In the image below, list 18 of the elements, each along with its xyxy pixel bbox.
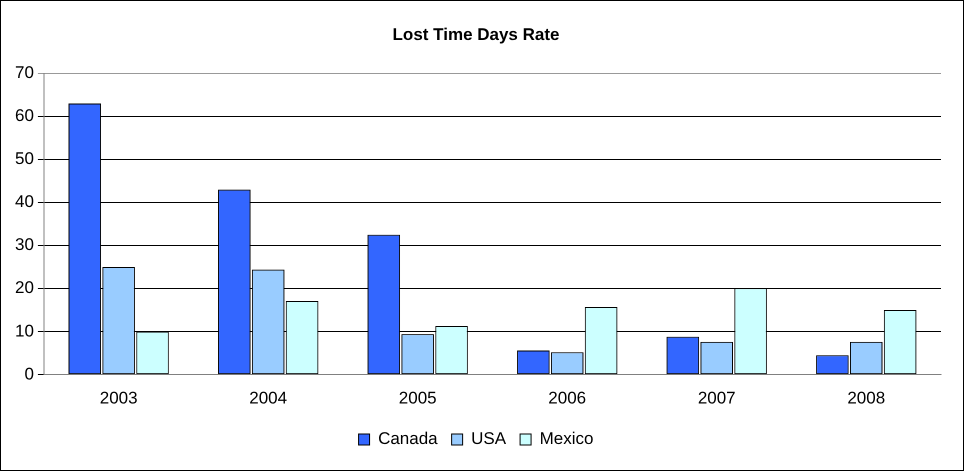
y-tick-label: 60 [14, 106, 34, 126]
y-tick-label: 0 [24, 364, 34, 384]
y-tick-label: 70 [14, 63, 34, 82]
y-tick-label: 10 [14, 321, 34, 340]
x-tick-label: 2006 [548, 388, 586, 408]
chart-title: Lost Time Days Rate [392, 24, 560, 44]
legend-label: USA [471, 429, 507, 448]
legend-label: Mexico [540, 429, 594, 448]
x-tick-label: 2007 [698, 388, 736, 408]
x-tick-label: 2003 [100, 388, 138, 408]
y-tick-label: 50 [14, 149, 34, 168]
x-tick-label: 2004 [249, 388, 288, 408]
y-tick-label: 20 [14, 278, 34, 298]
x-tick-label: 2005 [398, 388, 437, 408]
y-tick-label: 40 [14, 192, 34, 212]
x-tick-label: 2008 [847, 388, 886, 408]
legend-label: Canada [378, 429, 438, 448]
y-tick-label: 30 [14, 235, 34, 254]
